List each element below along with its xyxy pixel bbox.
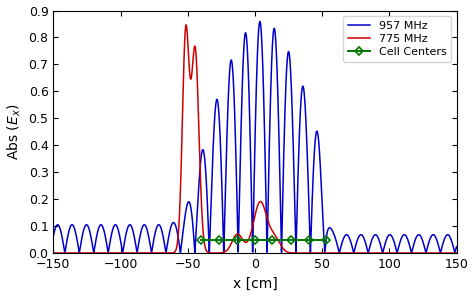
Legend: 957 MHz, 775 MHz, Cell Centers: 957 MHz, 775 MHz, Cell Centers — [343, 16, 451, 62]
775 MHz — [450, 251, 456, 255]
Line: 957 MHz: 957 MHz — [54, 22, 456, 253]
957 MHz — [257, 20, 263, 23]
Line: Cell Centers: Cell Centers — [199, 237, 329, 242]
775 MHz — [146, 251, 152, 255]
X-axis label: x [cm]: x [cm] — [233, 276, 277, 290]
775 MHz — [454, 251, 459, 255]
775 MHz — [144, 251, 150, 255]
Cell Centers — [306, 238, 311, 241]
957 MHz — [365, 251, 371, 255]
957 MHz — [148, 249, 154, 253]
957 MHz — [146, 237, 152, 241]
775 MHz — [183, 23, 189, 27]
957 MHz — [231, 94, 237, 97]
775 MHz — [202, 246, 208, 250]
Cell Centers — [235, 238, 240, 241]
957 MHz — [144, 228, 150, 231]
Cell Centers — [270, 238, 275, 241]
775 MHz — [231, 236, 237, 239]
Y-axis label: Abs ($E_x$): Abs ($E_x$) — [6, 104, 23, 160]
Cell Centers — [216, 238, 221, 241]
957 MHz — [454, 245, 459, 248]
957 MHz — [51, 234, 56, 238]
957 MHz — [451, 245, 456, 249]
957 MHz — [202, 164, 208, 168]
Cell Centers — [323, 238, 329, 241]
Cell Centers — [288, 238, 294, 241]
775 MHz — [148, 251, 154, 255]
Cell Centers — [252, 238, 258, 241]
775 MHz — [51, 251, 56, 255]
Line: 775 MHz: 775 MHz — [54, 25, 456, 253]
Cell Centers — [198, 238, 204, 241]
